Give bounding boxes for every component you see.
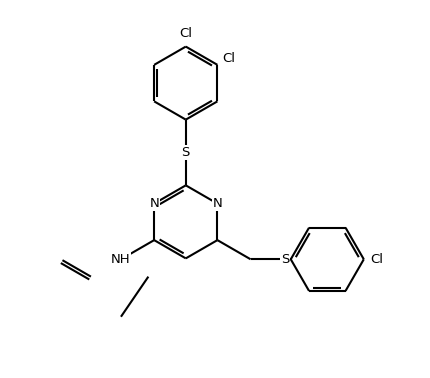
Text: S: S [281, 253, 289, 266]
Text: S: S [181, 146, 190, 159]
Text: N: N [149, 197, 159, 210]
Text: N: N [212, 197, 222, 210]
Text: Cl: Cl [222, 52, 235, 65]
Text: Cl: Cl [371, 253, 384, 266]
Text: NH: NH [111, 253, 131, 266]
Text: Cl: Cl [179, 27, 192, 40]
